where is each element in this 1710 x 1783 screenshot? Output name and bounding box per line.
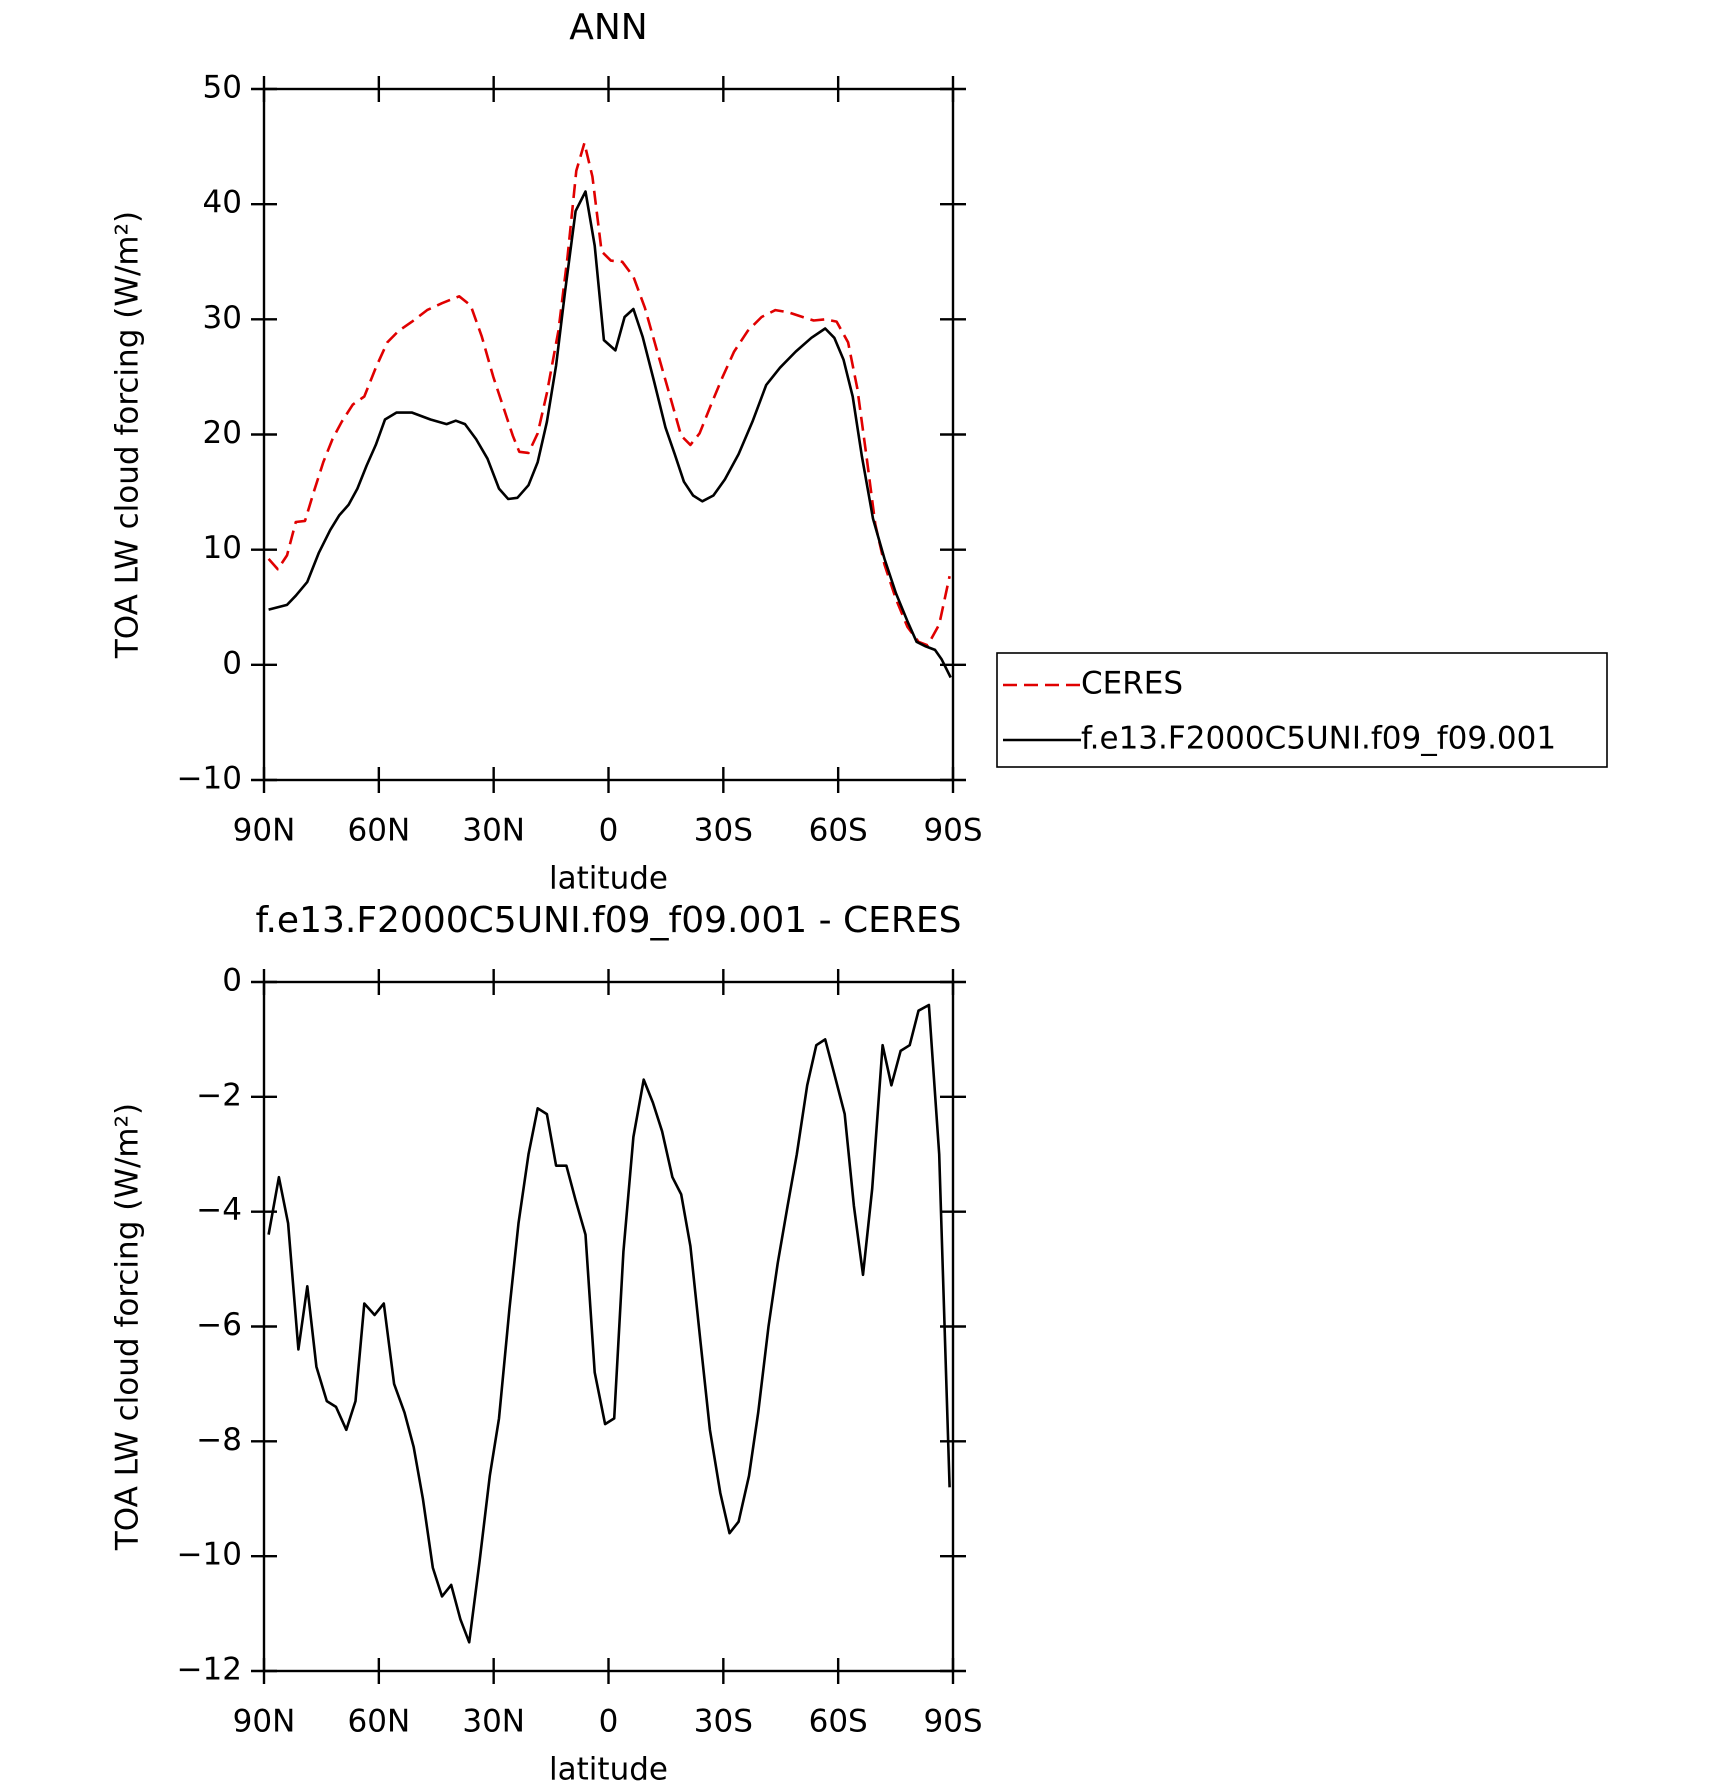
y-tick-label: −2 [196,1077,242,1113]
x-tick-label: 60S [809,1704,868,1740]
y-tick-label: 50 [203,70,242,106]
x-tick-label: 90S [923,1704,982,1740]
data-line [267,1003,951,1644]
x-tick-label: 30S [694,813,753,849]
x-tick-label: 90N [233,813,296,849]
y-tick-label: 30 [203,300,242,336]
x-tick-label: 30N [462,1704,525,1740]
x-tick-label: 90S [923,813,982,849]
chart-title: f.e13.F2000C5UNI.f09_f09.001 - CERES [255,900,961,941]
y-tick-label: −12 [177,1652,242,1688]
x-tick-label: 60N [348,1704,411,1740]
y-tick-label: 40 [203,185,242,221]
plot-frame [262,87,955,782]
x-tick-label: 30N [462,813,525,849]
y-tick-label: 0 [222,963,242,999]
y-tick-label: 0 [222,645,242,681]
y-tick-label: −10 [177,1537,242,1573]
y-tick-label: −4 [196,1192,242,1228]
y-tick-label: 20 [203,415,242,451]
y-tick-label: −6 [196,1307,242,1343]
x-tick-label: 0 [599,1704,619,1740]
x-tick-label: 60N [348,813,411,849]
x-axis-label: latitude [549,1752,668,1783]
data-line [267,141,951,647]
y-axis-label: TOA LW cloud forcing (W/m²) [110,211,146,659]
y-tick-label: −10 [177,761,242,797]
legend-box [996,652,1608,768]
y-axis-label: TOA LW cloud forcing (W/m²) [110,1103,146,1551]
y-tick-label: −8 [196,1422,242,1458]
x-tick-label: 60S [809,813,868,849]
x-tick-label: 90N [233,1704,296,1740]
y-tick-label: 10 [203,530,242,566]
plot-frame [262,980,955,1673]
chart-title: ANN [569,7,648,48]
legend [996,652,1608,768]
data-line [268,190,952,679]
legend-label: CERES [1081,666,1183,702]
x-axis-label: latitude [549,861,668,897]
x-tick-label: 30S [694,1704,753,1740]
x-tick-label: 0 [599,813,619,849]
legend-label: f.e13.F2000C5UNI.f09_f09.001 [1081,721,1556,757]
